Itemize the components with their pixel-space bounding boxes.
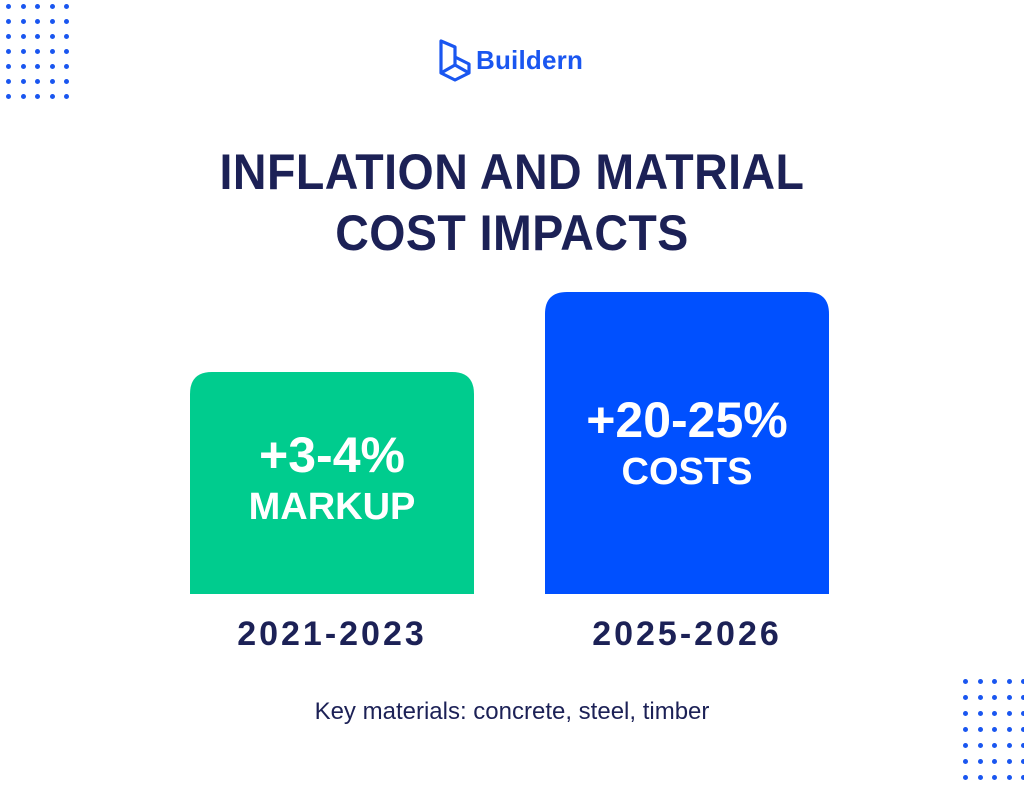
category-label: 2025-2026 xyxy=(592,615,782,653)
building-logo-icon xyxy=(439,39,471,82)
page-title-line-1: INFLATION AND MATRIAL xyxy=(219,144,805,200)
bar-text-2021-2023: +3-4% MARKUP xyxy=(190,427,474,531)
bar-2021-2023 xyxy=(190,372,474,594)
brand-logo: Buildern xyxy=(438,36,583,84)
data-label: +20-25% xyxy=(586,392,788,448)
decorative-dot-grid-top-left xyxy=(6,4,69,99)
bar-metric-label: COSTS xyxy=(621,451,753,493)
bar-metric-label: MARKUP xyxy=(248,486,416,528)
data-label: +3-4% xyxy=(259,427,405,483)
key-materials-note: Key materials: concrete, steel, timber xyxy=(314,698,710,725)
category-label: 2021-2023 xyxy=(237,615,427,653)
page-title-line-2: COST IMPACTS xyxy=(335,205,689,261)
bar-2025-2026 xyxy=(545,292,829,594)
brand-name: Buildern xyxy=(476,44,584,75)
decorative-dot-grid-bottom-right xyxy=(963,679,1024,780)
bar-text-2025-2026: +20-25% COSTS xyxy=(545,392,829,496)
